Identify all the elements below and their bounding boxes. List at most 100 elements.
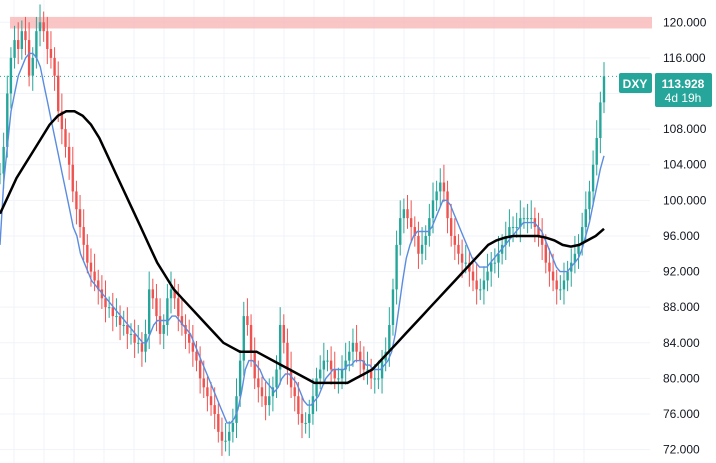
candle-body [49, 48, 53, 58]
candle-body [406, 209, 409, 219]
candle-body [38, 22, 42, 32]
candle-body [479, 289, 482, 291]
candle-body [129, 333, 133, 335]
y-tick-label: 72.000 [663, 443, 700, 457]
candle-body [490, 262, 493, 272]
candle-body [344, 360, 347, 370]
candle-body [107, 307, 111, 309]
candle-body [548, 262, 551, 272]
candle-body [551, 271, 555, 281]
candle-body [115, 316, 118, 318]
candle-body [57, 75, 60, 112]
candle-body [475, 280, 478, 290]
candle-body [64, 129, 67, 147]
candle-body [388, 324, 391, 352]
candle-body [457, 244, 460, 254]
candle-body [544, 244, 547, 263]
candle-body [191, 342, 195, 352]
candle-body [482, 280, 486, 290]
candle-body [209, 396, 213, 406]
candle-body [89, 262, 93, 272]
candle-body [133, 333, 136, 343]
candle-body [369, 369, 373, 379]
candle-body [348, 351, 351, 361]
candle-body [75, 191, 78, 210]
candle-body [337, 378, 340, 380]
candle-body [486, 271, 489, 281]
candle-body [282, 324, 286, 343]
price-badge[interactable]: DXY 113.928 4d 19h [619, 73, 712, 107]
candle-body [420, 244, 424, 254]
resistance-zone[interactable] [10, 16, 652, 29]
candle-body [377, 378, 380, 380]
candle-body [380, 360, 384, 379]
short-moving-average-line [0, 52, 605, 424]
candle-body [151, 289, 155, 299]
candle-body [362, 360, 366, 370]
candle-body [268, 396, 271, 406]
candle-body [417, 235, 420, 254]
candle-body [373, 378, 376, 380]
y-tick-label: 108.000 [663, 122, 707, 136]
candle-body [97, 280, 100, 290]
candle-body [228, 431, 231, 441]
candle-body [435, 191, 438, 201]
candle-body [409, 218, 413, 228]
candle-body [595, 138, 598, 165]
candle-body [493, 262, 497, 264]
candle-body [9, 57, 13, 94]
candle-body [213, 405, 216, 415]
candle-body [468, 262, 471, 272]
candle-body [391, 289, 395, 325]
candle-body [446, 191, 449, 219]
candle-body [577, 244, 580, 254]
candle-body [217, 414, 220, 432]
candle-body [580, 227, 584, 245]
candle-body [522, 218, 526, 220]
candle-body [366, 369, 369, 371]
candle-body [155, 298, 158, 317]
candle-body [395, 244, 398, 290]
candle-body [42, 22, 45, 32]
candle-body [588, 191, 591, 210]
candle-body [497, 253, 500, 263]
candle-body [184, 324, 187, 334]
candle-body [195, 351, 198, 361]
y-tick-label: 100.000 [663, 193, 707, 207]
candle-body [173, 289, 176, 299]
candle-body [591, 164, 595, 192]
candle-body [599, 102, 602, 139]
candle-body [86, 244, 89, 263]
candle-body [16, 40, 20, 49]
candle-body [537, 227, 540, 236]
candle-body [257, 378, 260, 388]
candle-body [428, 218, 431, 236]
candle-body [220, 431, 224, 441]
candle-body [573, 253, 577, 263]
candle-body [508, 227, 511, 236]
candle-body [78, 209, 82, 228]
candle-body [355, 342, 358, 352]
y-tick-label: 96.000 [663, 229, 700, 243]
candle-body [118, 316, 122, 325]
candle-body [82, 227, 85, 245]
candle-body [27, 40, 31, 76]
candle-body [60, 111, 64, 130]
candle-body [289, 369, 293, 388]
candle-body [158, 316, 162, 334]
candle-body [275, 369, 278, 388]
candle-body [584, 209, 588, 228]
candle-body [399, 218, 402, 245]
candle-body [235, 396, 238, 423]
candle-body [297, 396, 300, 415]
candle-body [93, 271, 96, 281]
symbol-label: DXY [623, 77, 648, 91]
candle-body [238, 360, 242, 397]
candle-body [242, 316, 245, 361]
candle-body [2, 146, 5, 174]
candle-body [224, 440, 227, 442]
candle-body [351, 342, 355, 352]
bar-countdown: 4d 19h [665, 91, 702, 105]
